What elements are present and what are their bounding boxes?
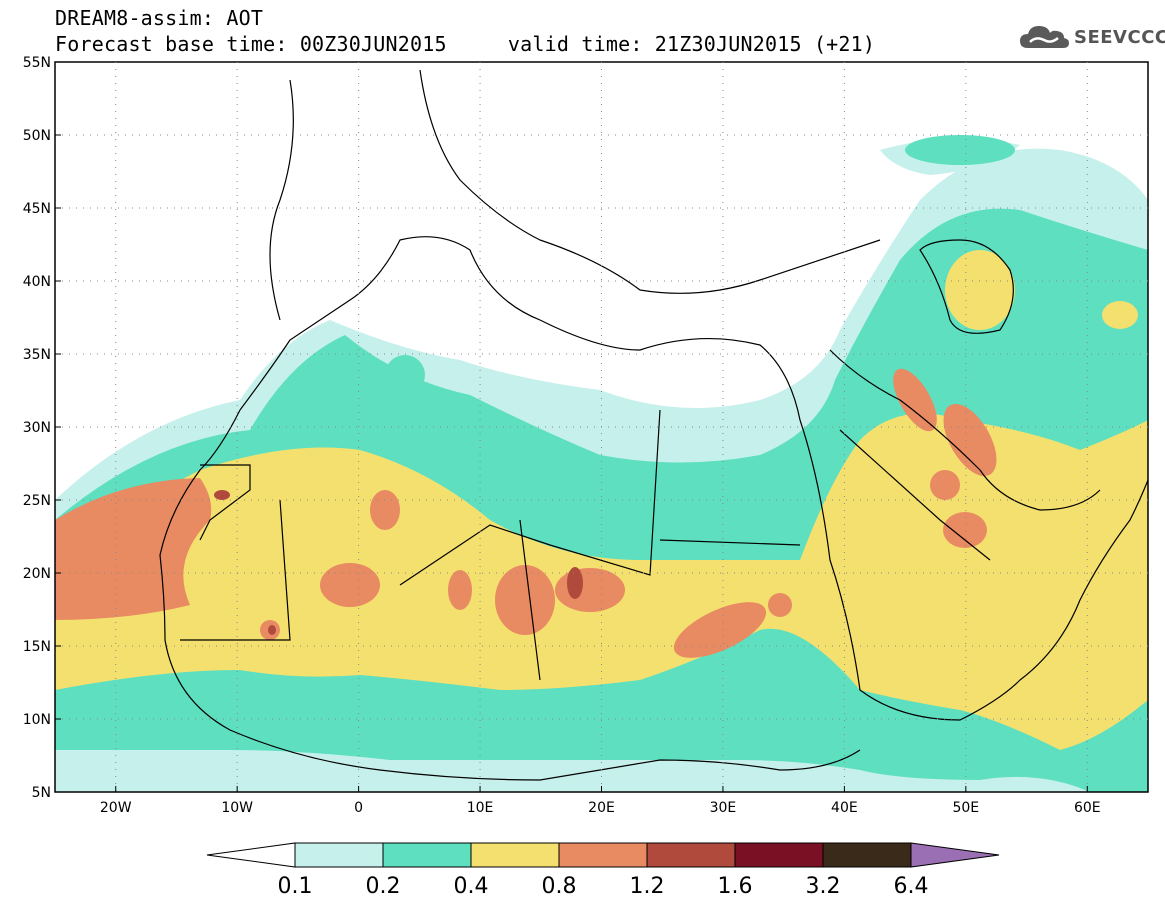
lon-tick-label: 50E bbox=[952, 800, 979, 816]
longitude-labels: 20W 10W 0 10E 20E 30E 40E 50E 60E bbox=[100, 800, 1101, 816]
colorbar-label: 0.1 bbox=[278, 874, 313, 899]
colorbar-box bbox=[382, 842, 472, 868]
graticule bbox=[55, 61, 1148, 793]
lat-tick-label: 30N bbox=[23, 420, 51, 436]
lon-tick-label: 30E bbox=[710, 800, 737, 816]
lat-tick-label: 50N bbox=[23, 128, 51, 144]
lat-tick-label: 20N bbox=[23, 566, 51, 582]
lon-tick-label: 0 bbox=[354, 800, 363, 816]
lon-tick-label: 60E bbox=[1074, 800, 1101, 816]
lat-tick-label: 40N bbox=[23, 274, 51, 290]
colorbar-label: 3.2 bbox=[806, 874, 841, 899]
lon-tick-label: 20E bbox=[588, 800, 615, 816]
lat-tick-label: 45N bbox=[23, 201, 51, 217]
lat-tick-label: 35N bbox=[23, 347, 51, 363]
colorbar-box bbox=[470, 842, 560, 868]
colorbar-label: 0.4 bbox=[454, 874, 489, 899]
colorbar-box bbox=[646, 842, 736, 868]
lat-tick-label: 15N bbox=[23, 639, 51, 655]
colorbar-box bbox=[734, 842, 824, 868]
map-title: DREAM8-assim: AOT bbox=[55, 6, 264, 30]
colorbar: 0.1 0.2 0.4 0.8 1.2 1.6 3.2 6.4 bbox=[206, 842, 1000, 899]
colorbar-label: 0.2 bbox=[366, 874, 401, 899]
forecast-time-line: Forecast base time: 00Z30JUN2015 valid t… bbox=[55, 32, 876, 56]
latitude-labels: 5N 10N 15N 20N 25N 30N 35N 40N 45N 50N 55N bbox=[23, 55, 51, 801]
colorbar-label: 1.2 bbox=[630, 874, 665, 899]
aot-band-1.2 bbox=[214, 490, 583, 635]
colorbar-label: 6.4 bbox=[894, 874, 929, 899]
colorbar-box bbox=[822, 842, 912, 868]
lat-tick-label: 5N bbox=[32, 785, 51, 801]
lon-tick-label: 40E bbox=[831, 800, 858, 816]
colorbar-box bbox=[558, 842, 648, 868]
lon-tick-label: 20W bbox=[100, 800, 132, 816]
cloud-icon bbox=[1020, 26, 1069, 48]
lon-tick-label: 10W bbox=[221, 800, 253, 816]
aot-band-0.8 bbox=[55, 368, 997, 658]
colorbar-over-triangle bbox=[910, 842, 1000, 868]
seevccc-logo: SEEVCCC bbox=[1018, 22, 1165, 52]
colorbar-label: 1.6 bbox=[718, 874, 753, 899]
lon-tick-label: 10E bbox=[467, 800, 494, 816]
lat-tick-label: 10N bbox=[23, 712, 51, 728]
colorbar-box bbox=[294, 842, 384, 868]
lat-tick-label: 55N bbox=[23, 55, 51, 71]
colorbar-under-triangle bbox=[206, 842, 296, 868]
coastlines bbox=[159, 69, 1148, 781]
lat-tick-label: 25N bbox=[23, 493, 51, 509]
logo-text: SEEVCCC bbox=[1074, 26, 1165, 48]
colorbar-label: 0.8 bbox=[542, 874, 577, 899]
